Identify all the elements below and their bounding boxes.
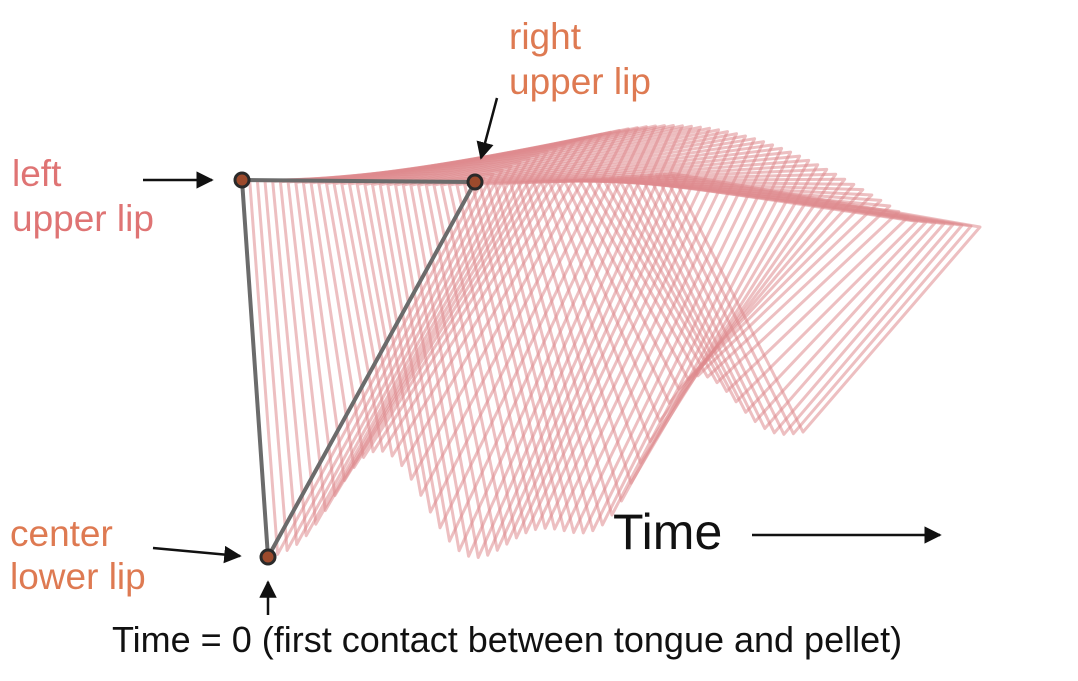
annotation-arrows (143, 97, 942, 615)
trace-triangle (394, 124, 657, 553)
center-lower-lip-label: center lower lip (10, 515, 146, 595)
right-upper-lip-label-line1: right (509, 16, 581, 57)
left-upper-lip-marker (233, 171, 251, 189)
trace-triangle (524, 158, 811, 503)
time-axis-label: Time (613, 504, 723, 560)
right-upper-lip-label: right upper lip (509, 18, 651, 100)
center-lower-lip-arrow (152, 545, 242, 564)
right-upper-lip-marker (466, 173, 484, 191)
trace-triangle (501, 146, 784, 533)
center-lower-lip-label-line2: lower lip (10, 556, 146, 597)
time-zero-caption: Time = 0 (first contact between tongue a… (112, 619, 903, 660)
trace-triangle (463, 132, 738, 530)
time-zero-triangle-outline (240, 178, 477, 559)
trace-triangle (478, 137, 757, 533)
trace-triangle (401, 124, 666, 558)
trace-triangle (486, 140, 766, 534)
trace-triangle (670, 172, 982, 434)
trace-triangle (424, 124, 693, 552)
center-lower-lip-label-line1: center (10, 513, 113, 554)
left-upper-lip-label-line1: left (12, 153, 62, 194)
left-upper-lip-label-line2: upper lip (12, 198, 154, 239)
triangle-traces (248, 124, 982, 559)
trace-triangle (432, 125, 702, 546)
trace-triangle (440, 126, 711, 540)
trace-triangle (386, 125, 648, 543)
trace-triangle (409, 124, 675, 559)
center-lower-lip-marker (259, 548, 277, 566)
right-upper-lip-label-line2: upper lip (509, 61, 651, 102)
right-upper-lip-arrow (476, 97, 499, 160)
trace-triangle (455, 130, 729, 531)
time-zero-triangle (233, 171, 484, 566)
left-upper-lip-label: left upper lip (12, 155, 154, 237)
